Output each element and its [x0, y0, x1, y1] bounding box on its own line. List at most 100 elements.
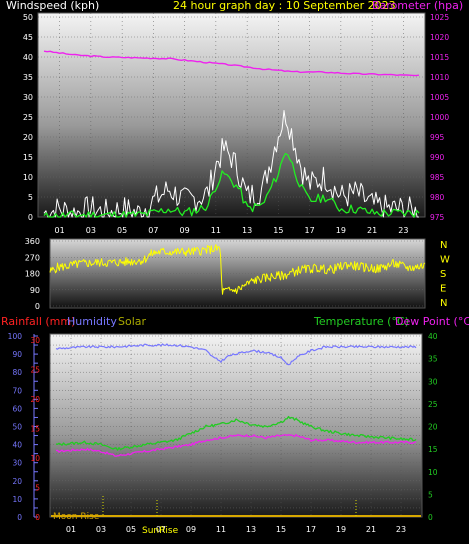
direction-tick-label: 90 — [30, 286, 40, 295]
rainfall-tick-label: 20 — [30, 395, 40, 404]
wind-average-line — [43, 152, 420, 218]
temp-panel-background — [50, 334, 422, 517]
rainfall-tick-label: 25 — [30, 366, 40, 375]
wind-panel-x-ticks: 01 03 05 07 09 11 13 15 17 19 21 23 — [55, 226, 409, 235]
humidity-tick-label: 40 — [12, 441, 22, 450]
rainfall-tick-label: 30 — [30, 336, 40, 345]
temperature-tick-label: 30 — [428, 377, 438, 386]
wind-direction-line — [49, 244, 426, 295]
rainfall-tick-label: 10 — [30, 454, 40, 463]
barometer-axis-ticks: 975 980 985 990 995 1000 1005 1010 1015 1020 1025 — [430, 13, 449, 222]
barometer-tick-label: 980 — [430, 193, 445, 202]
barometer-tick-label: 985 — [430, 173, 445, 182]
humidity-tick-label: 80 — [12, 368, 22, 377]
rainfall-tick-label: 0 — [35, 513, 40, 522]
barometer-tick-label: 1005 — [430, 93, 449, 102]
temperature-tick-label: 10 — [428, 468, 438, 477]
wind-x-tick-label: 13 — [242, 226, 252, 235]
wind-tick-label: 35 — [23, 73, 33, 82]
wind-tick-label: 30 — [23, 93, 33, 102]
barometer-tick-label: 990 — [430, 153, 445, 162]
temperature-axis-ticks: 0 5 10 15 20 25 30 35 40 — [428, 332, 438, 522]
direction-panel-grid — [50, 240, 425, 307]
wind-panel-series — [43, 50, 420, 218]
sun-rise-label: SunRise — [142, 526, 179, 536]
temperature-tick-label: 40 — [428, 332, 438, 341]
direction-panel-frame — [49, 238, 426, 309]
humidity-tick-label: 20 — [12, 477, 22, 486]
barometer-tick-label: 1015 — [430, 53, 449, 62]
barometer-tick-label: 1025 — [430, 13, 449, 22]
wind-tick-label: 15 — [23, 153, 33, 162]
wind-x-tick-label: 15 — [273, 226, 283, 235]
temp-x-tick-label: 05 — [126, 525, 136, 534]
wind-x-tick-label: 07 — [148, 226, 158, 235]
barometer-axis-label: Barometer (hpa) — [372, 0, 463, 12]
temperature-tick-label: 0 — [428, 513, 433, 522]
barometer-line — [43, 50, 420, 77]
rainfall-axis-label: Rainfall (mm) — [1, 315, 75, 328]
barometer-tick-label: 1010 — [430, 73, 449, 82]
wind-tick-label: 25 — [23, 113, 33, 122]
wind-tick-label: 10 — [23, 173, 33, 182]
humidity-tick-label: 90 — [12, 350, 22, 359]
temperature-tick-label: 15 — [428, 445, 438, 454]
temp-panel-series — [55, 343, 417, 457]
wind-axis-ticks: 0 5 10 15 20 25 30 35 40 45 50 — [23, 13, 33, 222]
barometer-tick-label: 975 — [430, 213, 445, 222]
direction-axis-ticks: 0 90 180 270 360 — [25, 237, 40, 311]
humidity-tick-label: 30 — [12, 459, 22, 468]
dewpoint-line — [55, 433, 417, 457]
rainfall-tick-label: 15 — [30, 425, 40, 434]
humidity-tick-label: 50 — [12, 423, 22, 432]
compass-label: W — [440, 255, 450, 266]
direction-tick-label: 0 — [35, 302, 40, 311]
wind-tick-label: 0 — [28, 213, 33, 222]
temp-panel-x-ticks: 01 03 05 07 09 11 13 15 17 19 21 23 — [66, 525, 406, 534]
direction-tick-label: 270 — [25, 253, 40, 262]
wind-axis-label: Windspeed (kph) — [6, 0, 99, 12]
wind-tick-label: 50 — [23, 13, 33, 22]
humidity-tick-label: 70 — [12, 386, 22, 395]
temp-x-tick-label: 17 — [306, 525, 316, 534]
temperature-tick-label: 20 — [428, 423, 438, 432]
wind-panel-frame — [37, 12, 426, 218]
wind-x-tick-label: 17 — [305, 226, 315, 235]
wind-panel-background — [38, 13, 425, 217]
wind-x-tick-label: 09 — [180, 226, 190, 235]
barometer-tick-label: 1020 — [430, 33, 449, 42]
compass-label: N — [440, 298, 447, 309]
rainfall-tick-label: 5 — [35, 484, 40, 493]
humidity-tick-label: 100 — [8, 332, 23, 341]
temp-x-tick-label: 07 — [156, 525, 166, 534]
humidity-line — [55, 343, 417, 366]
temperature-tick-label: 25 — [428, 400, 438, 409]
wind-tick-label: 5 — [28, 193, 33, 202]
compass-label: S — [440, 269, 446, 280]
barometer-tick-label: 995 — [430, 133, 445, 142]
wind-x-tick-label: 03 — [86, 226, 96, 235]
dewpoint-axis-label: Dew Point (°C) — [395, 315, 469, 328]
humidity-tick-label: 60 — [12, 404, 22, 413]
temp-x-tick-label: 19 — [336, 525, 346, 534]
wind-x-tick-label: 05 — [117, 226, 127, 235]
humidity-axis-ticks: 0 10 20 30 40 50 60 70 80 90 100 — [8, 332, 38, 522]
temperature-tick-label: 35 — [428, 355, 438, 364]
temp-x-tick-label: 15 — [276, 525, 286, 534]
temp-x-tick-label: 23 — [396, 525, 406, 534]
temperature-line — [55, 415, 417, 451]
humidity-axis-label: Humidity — [67, 315, 117, 328]
direction-panel-series — [49, 244, 426, 295]
wind-tick-label: 40 — [23, 53, 33, 62]
windspeed-line — [43, 110, 419, 218]
direction-tick-label: 360 — [25, 237, 40, 246]
humidity-tick-label: 10 — [12, 495, 22, 504]
temp-x-tick-label: 03 — [96, 525, 106, 534]
wind-x-tick-label: 01 — [55, 226, 65, 235]
temp-x-tick-label: 11 — [216, 525, 226, 534]
rainfall-axis-ticks: 0 5 10 15 20 25 30 — [30, 336, 40, 522]
solar-axis-label: Solar — [118, 315, 147, 328]
